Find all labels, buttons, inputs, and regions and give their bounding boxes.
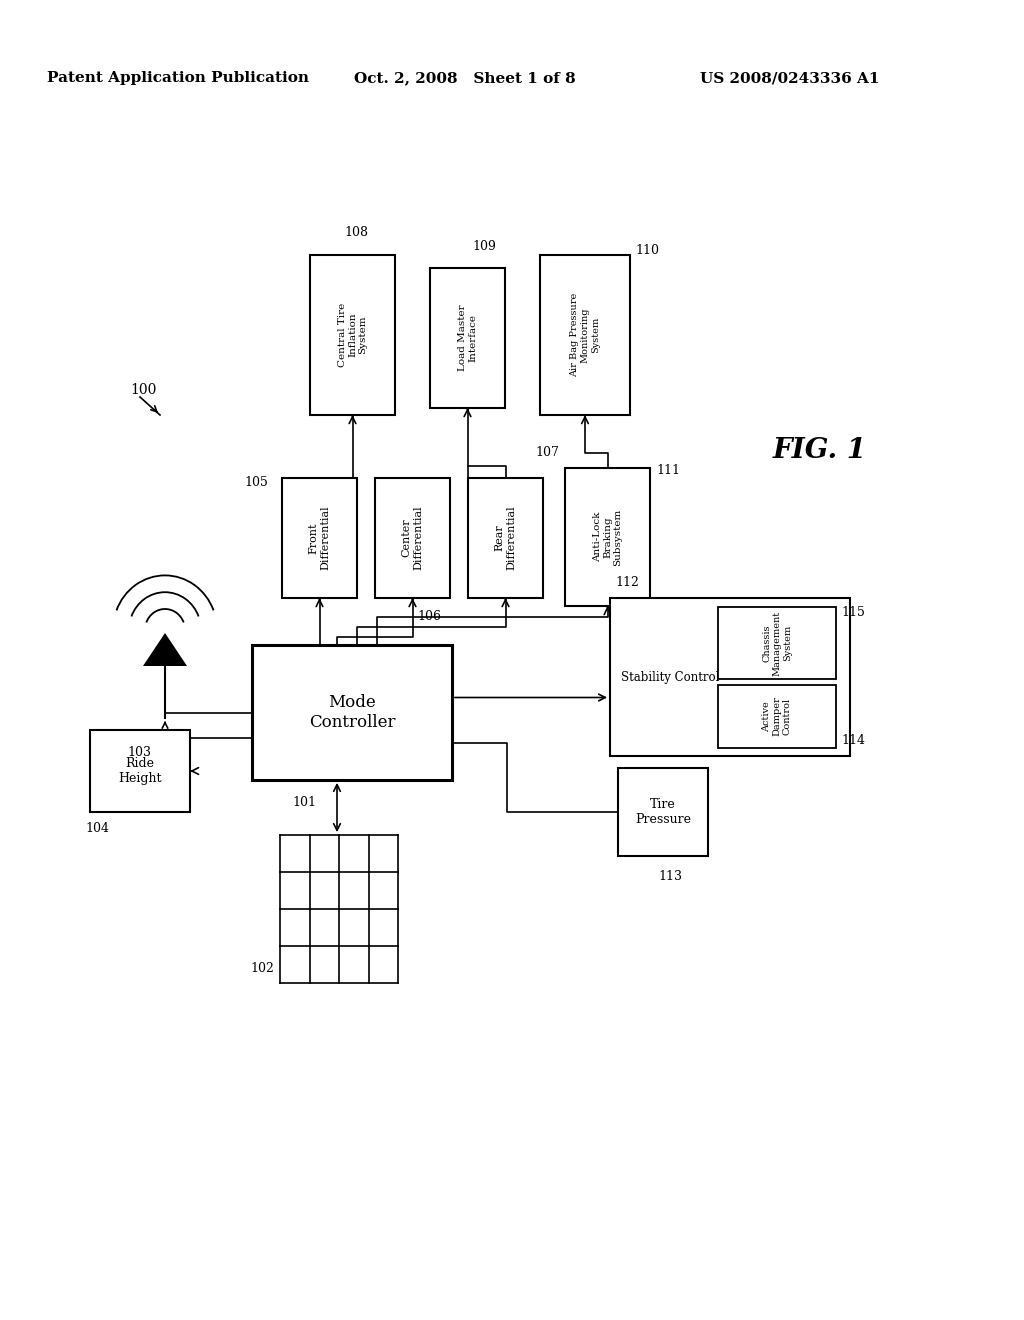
Text: Air Bag Pressure
Monitoring
System: Air Bag Pressure Monitoring System — [570, 293, 600, 378]
Bar — [375, 478, 450, 598]
Text: Patent Application Publication: Patent Application Publication — [47, 71, 309, 84]
Text: 104: 104 — [85, 821, 109, 834]
Text: 108: 108 — [344, 227, 369, 239]
Text: 115: 115 — [841, 606, 865, 619]
Text: 106: 106 — [418, 610, 441, 623]
Text: Oct. 2, 2008   Sheet 1 of 8: Oct. 2, 2008 Sheet 1 of 8 — [354, 71, 575, 84]
Bar — [540, 255, 630, 414]
Text: 102: 102 — [250, 961, 273, 974]
Bar — [310, 255, 395, 414]
Bar — [718, 685, 836, 748]
Text: Ride
Height: Ride Height — [118, 756, 162, 785]
Text: FIG. 1: FIG. 1 — [773, 437, 867, 463]
Text: 101: 101 — [292, 796, 316, 808]
Text: Center
Differential: Center Differential — [401, 506, 423, 570]
Bar — [718, 607, 836, 678]
Text: Front
Differential: Front Differential — [308, 506, 331, 570]
Bar — [468, 478, 543, 598]
Bar — [610, 598, 850, 756]
Polygon shape — [143, 634, 187, 667]
Text: 111: 111 — [656, 463, 680, 477]
Text: 110: 110 — [635, 243, 659, 256]
Text: Anti-Lock
Braking
Subsystem: Anti-Lock Braking Subsystem — [593, 508, 623, 566]
Text: 113: 113 — [658, 870, 682, 883]
Bar — [90, 730, 190, 812]
Text: 103: 103 — [127, 747, 151, 759]
Bar — [565, 469, 650, 606]
Text: Stability Control: Stability Control — [621, 671, 719, 684]
Text: Rear
Differential: Rear Differential — [495, 506, 516, 570]
Text: 105: 105 — [244, 477, 268, 490]
Text: Tire
Pressure: Tire Pressure — [635, 799, 691, 826]
Bar — [618, 768, 708, 855]
Text: 112: 112 — [615, 576, 639, 589]
Text: Central Tire
Inflation
System: Central Tire Inflation System — [338, 302, 368, 367]
Text: 107: 107 — [536, 446, 559, 459]
Text: Mode
Controller: Mode Controller — [309, 694, 395, 731]
Text: Chassis
Management
System: Chassis Management System — [762, 610, 792, 676]
Text: Active
Damper
Control: Active Damper Control — [762, 697, 792, 737]
Text: Load Master
Interface: Load Master Interface — [458, 305, 477, 371]
Bar — [252, 645, 452, 780]
Bar — [430, 268, 505, 408]
Bar — [282, 478, 357, 598]
Text: 114: 114 — [841, 734, 865, 747]
Text: US 2008/0243336 A1: US 2008/0243336 A1 — [700, 71, 880, 84]
Text: 100: 100 — [130, 383, 157, 397]
Text: 109: 109 — [472, 239, 497, 252]
